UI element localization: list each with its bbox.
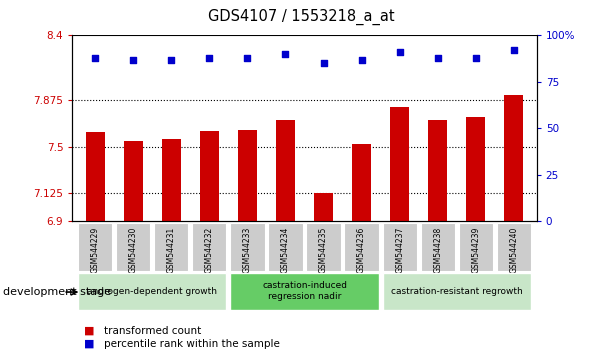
Text: GSM544230: GSM544230 xyxy=(129,227,137,273)
Text: ■: ■ xyxy=(84,339,95,349)
Point xyxy=(280,51,290,57)
Point xyxy=(90,55,100,61)
Text: GSM544236: GSM544236 xyxy=(357,227,366,273)
Bar xyxy=(466,117,485,221)
Point xyxy=(395,49,405,55)
Bar xyxy=(124,141,143,221)
Text: development stage: development stage xyxy=(3,287,111,297)
Text: GSM544229: GSM544229 xyxy=(90,227,99,273)
FancyBboxPatch shape xyxy=(344,223,379,271)
Bar xyxy=(200,131,219,221)
FancyBboxPatch shape xyxy=(459,223,493,271)
Bar xyxy=(276,120,295,221)
FancyBboxPatch shape xyxy=(268,223,303,271)
Point xyxy=(204,55,214,61)
FancyBboxPatch shape xyxy=(192,223,227,271)
Text: ■: ■ xyxy=(84,326,95,336)
FancyBboxPatch shape xyxy=(78,273,227,310)
Bar xyxy=(238,130,257,221)
Text: castration-resistant regrowth: castration-resistant regrowth xyxy=(391,287,523,296)
FancyBboxPatch shape xyxy=(116,223,150,271)
Text: GSM544237: GSM544237 xyxy=(395,227,404,273)
FancyBboxPatch shape xyxy=(382,223,417,271)
Bar xyxy=(162,139,181,221)
Bar xyxy=(390,107,409,221)
FancyBboxPatch shape xyxy=(421,223,455,271)
FancyBboxPatch shape xyxy=(306,223,341,271)
Point xyxy=(319,61,329,66)
Text: transformed count: transformed count xyxy=(104,326,201,336)
Bar xyxy=(86,132,105,221)
Bar xyxy=(428,120,447,221)
Text: GSM544238: GSM544238 xyxy=(433,227,442,273)
Point xyxy=(357,57,367,62)
Text: GSM544240: GSM544240 xyxy=(510,227,519,273)
Point xyxy=(242,55,252,61)
FancyBboxPatch shape xyxy=(497,223,531,271)
Point xyxy=(166,57,176,62)
Text: GSM544234: GSM544234 xyxy=(281,227,290,273)
FancyBboxPatch shape xyxy=(382,273,531,310)
FancyBboxPatch shape xyxy=(230,223,265,271)
Text: androgen-dependent growth: androgen-dependent growth xyxy=(87,287,217,296)
Text: GSM544235: GSM544235 xyxy=(319,227,328,273)
FancyBboxPatch shape xyxy=(78,223,112,271)
Text: GSM544232: GSM544232 xyxy=(205,227,214,273)
Point xyxy=(128,57,138,62)
Text: GDS4107 / 1553218_a_at: GDS4107 / 1553218_a_at xyxy=(208,9,395,25)
Bar xyxy=(314,193,333,221)
FancyBboxPatch shape xyxy=(230,273,379,310)
Point xyxy=(509,47,519,53)
Bar xyxy=(352,144,371,221)
Point xyxy=(433,55,443,61)
Text: percentile rank within the sample: percentile rank within the sample xyxy=(104,339,280,349)
Text: GSM544233: GSM544233 xyxy=(243,227,252,273)
Text: GSM544231: GSM544231 xyxy=(167,227,176,273)
FancyBboxPatch shape xyxy=(154,223,188,271)
Text: GSM544239: GSM544239 xyxy=(472,227,480,273)
Point xyxy=(471,55,481,61)
Text: castration-induced
regression nadir: castration-induced regression nadir xyxy=(262,281,347,301)
Bar xyxy=(504,95,523,221)
